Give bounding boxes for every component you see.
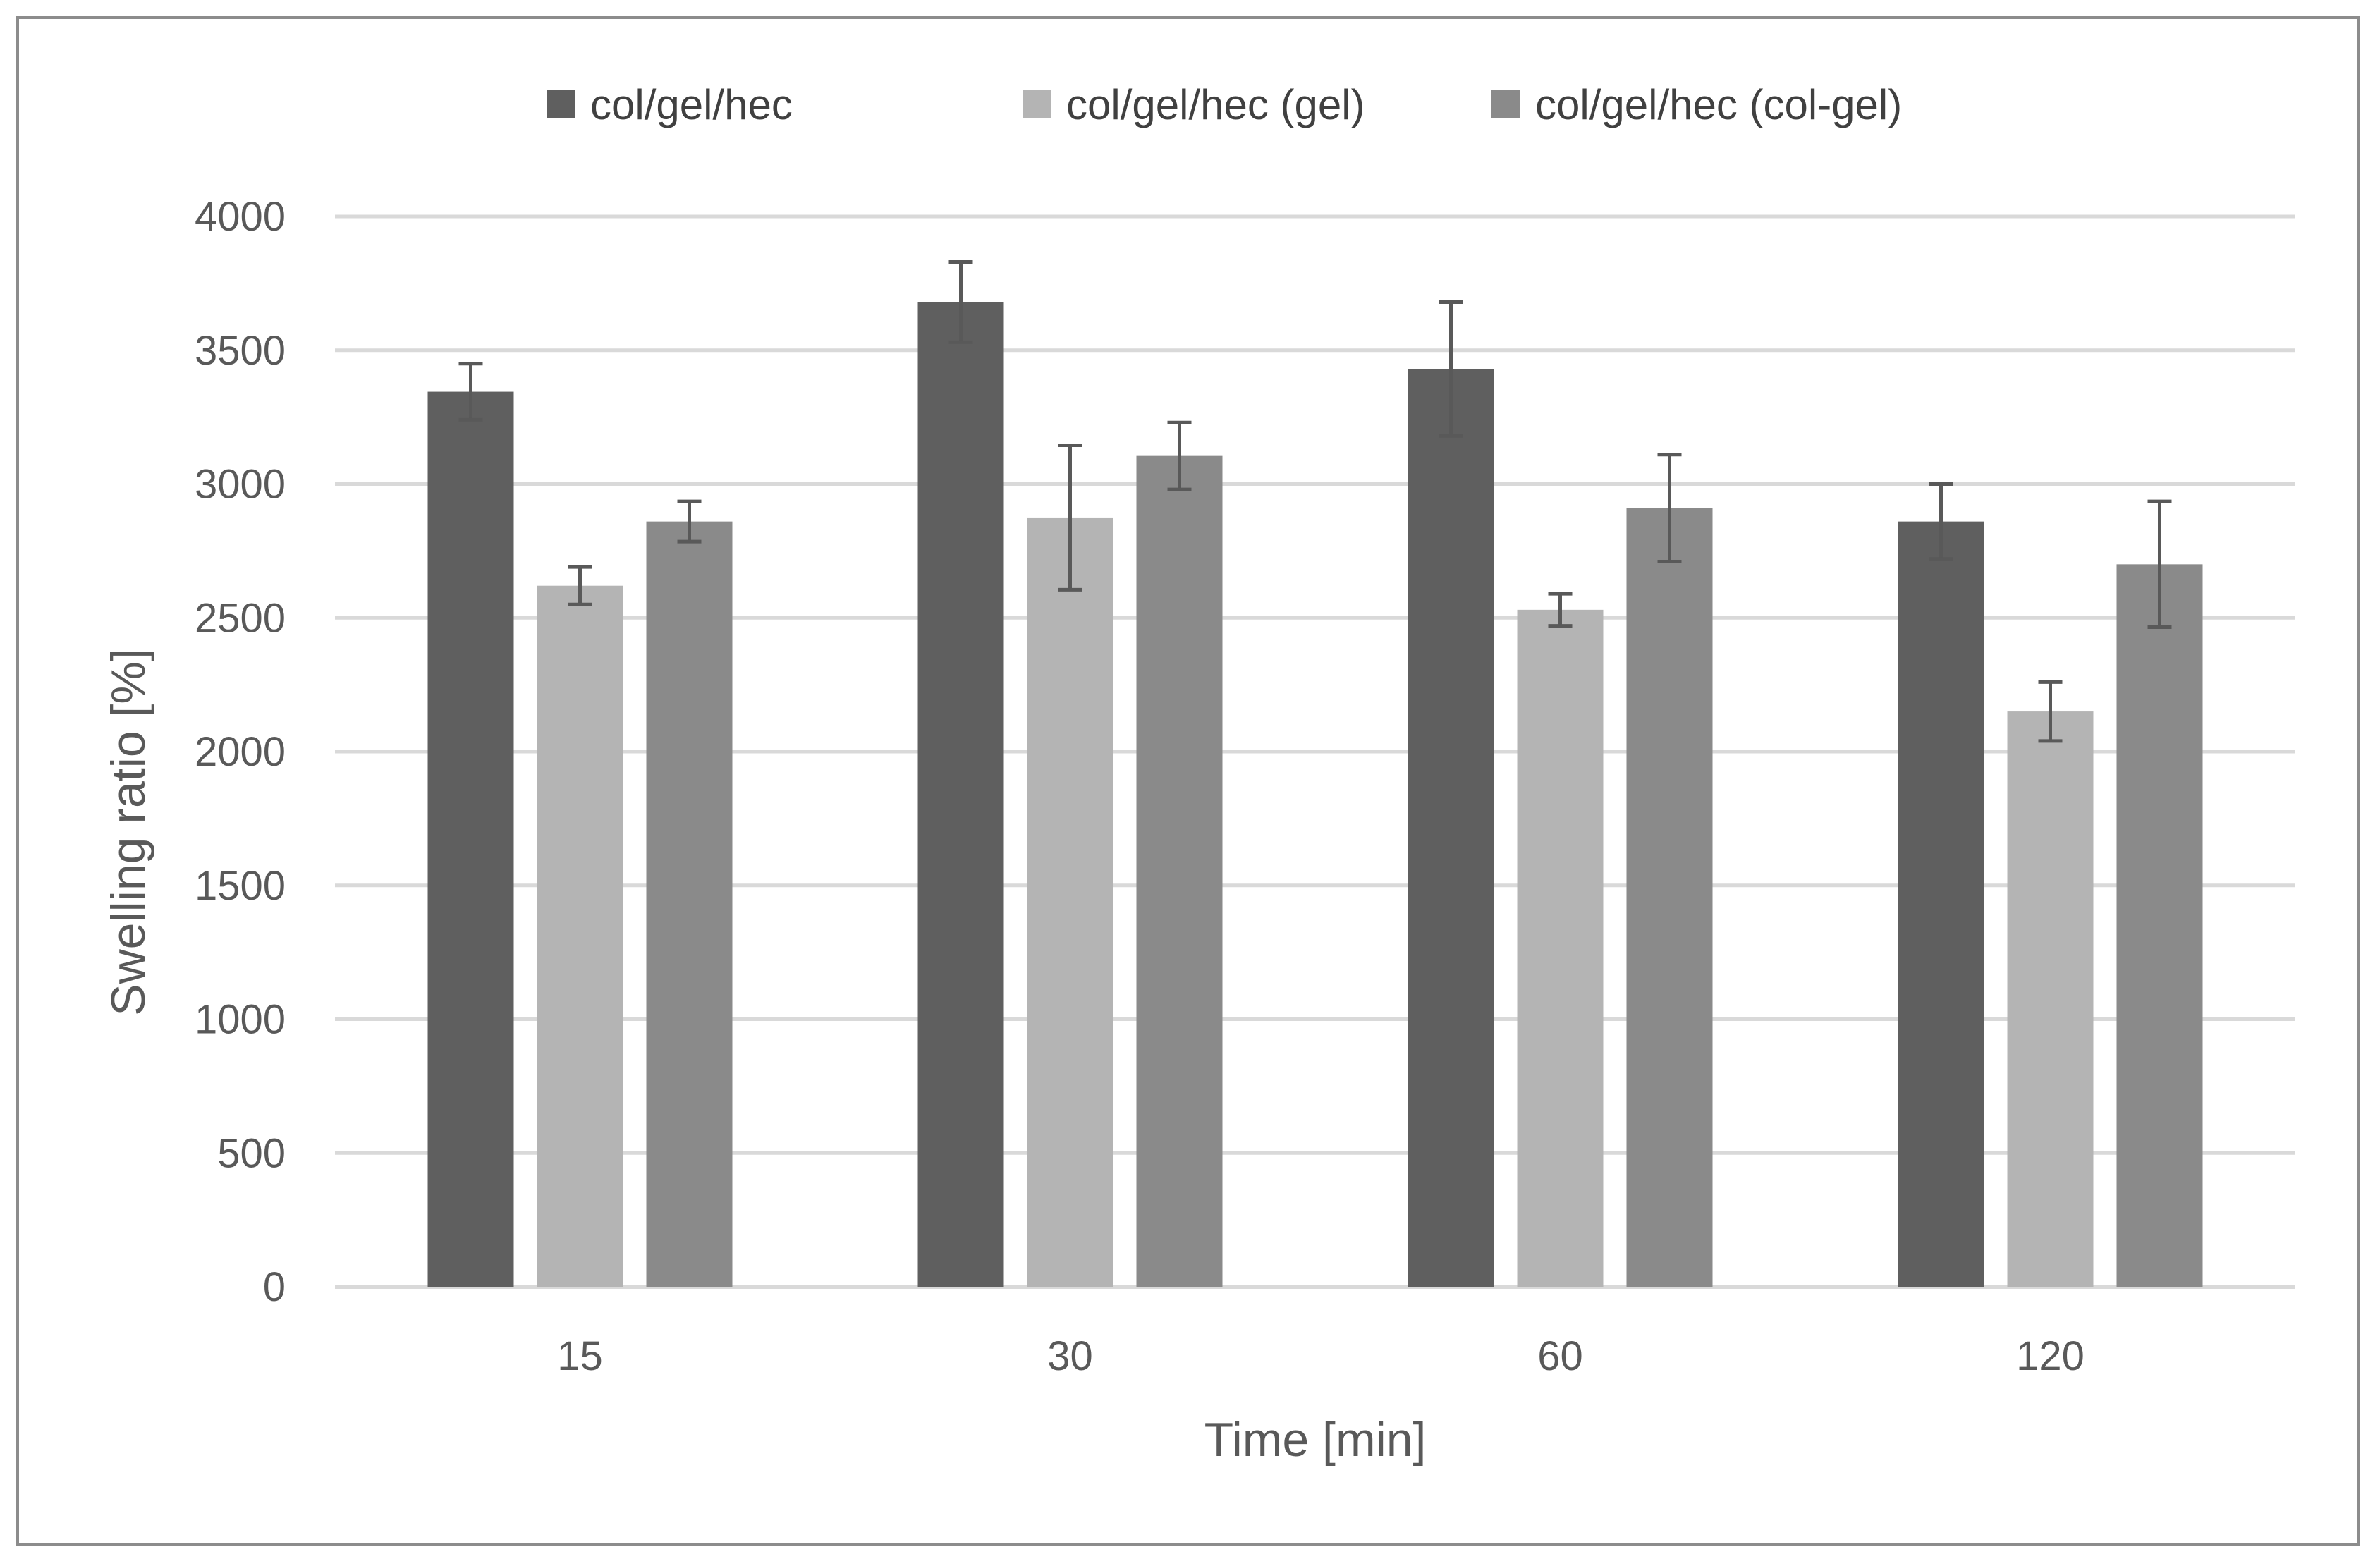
x-tick-label: 120 <box>2016 1333 2085 1379</box>
gridlines <box>335 214 2295 1289</box>
legend-swatch <box>547 90 575 118</box>
y-tick-label: 4000 <box>195 194 286 240</box>
y-tick-label: 1500 <box>195 863 286 909</box>
bar-1-60 <box>1408 369 1494 1287</box>
bar-3-30 <box>1136 455 1223 1287</box>
legend-swatch <box>1491 90 1520 118</box>
legend-label: col/gel/hec (col-gel) <box>1535 81 1902 128</box>
y-tick-label: 3000 <box>195 462 286 508</box>
bar-3-15 <box>646 521 733 1287</box>
y-tick-label: 0 <box>263 1264 286 1310</box>
bar-3-60 <box>1626 508 1713 1287</box>
bar-1-30 <box>917 302 1004 1287</box>
y-axis-title: Swelling ratio [%] <box>102 648 155 1016</box>
bar-2-15 <box>537 585 623 1287</box>
y-tick-label: 3500 <box>195 328 286 374</box>
x-tick-label: 60 <box>1537 1333 1583 1379</box>
bar-1-120 <box>1898 521 1984 1287</box>
x-tick-label: 30 <box>1047 1333 1093 1379</box>
bar-3-120 <box>2116 564 2203 1287</box>
y-tick-label: 1000 <box>195 997 286 1043</box>
x-axis-ticks: 15 30 60 120 <box>557 1333 2085 1379</box>
bar-2-120 <box>2007 711 2094 1287</box>
x-tick-label: 15 <box>557 1333 603 1379</box>
bar-2-30 <box>1027 517 1113 1287</box>
legend: col/gel/hec col/gel/hec (gel) col/gel/hec … <box>547 81 1902 128</box>
y-tick-label: 2000 <box>195 729 286 775</box>
bar-1-15 <box>427 391 514 1287</box>
legend-label: col/gel/hec (gel) <box>1066 81 1365 128</box>
bars <box>427 302 2203 1287</box>
y-tick-label: 500 <box>217 1130 286 1176</box>
legend-label: col/gel/hec <box>590 81 793 128</box>
y-axis-ticks: 0 500 1000 1500 2000 2500 3000 3500 4000 <box>195 194 286 1310</box>
bar-2-60 <box>1517 609 1604 1287</box>
y-tick-label: 2500 <box>195 595 286 641</box>
legend-swatch <box>1023 90 1051 118</box>
x-axis-title: Time [min] <box>1204 1413 1427 1467</box>
error-bars <box>458 260 2172 743</box>
